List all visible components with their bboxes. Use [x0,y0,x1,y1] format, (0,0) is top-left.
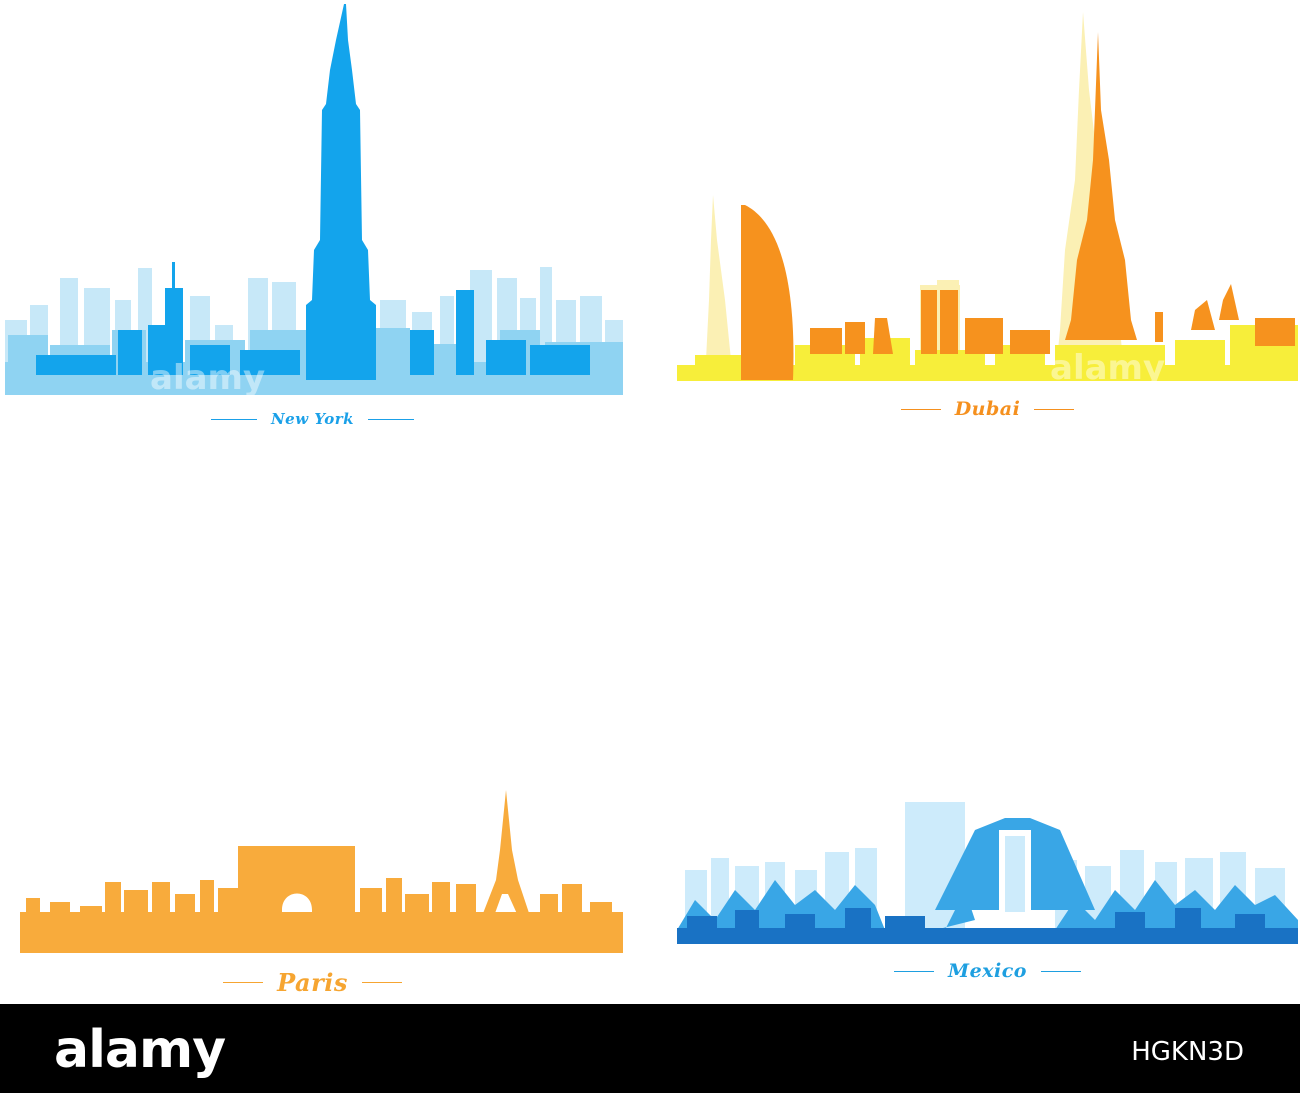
paris-caption: Paris [0,968,625,997]
new-york-caption: New York [0,410,625,428]
caption-rule-right [361,982,402,983]
caption-rule-left [210,418,257,420]
caption-rule-right [1034,408,1075,410]
mexico-panel: Mexico [675,770,1300,1004]
caption-rule-left [900,408,941,410]
dubai-skyline-illustration [677,12,1298,381]
dubai-caption: Dubai [675,398,1300,420]
paris-skyline-illustration [20,790,623,953]
dubai-watermark: alamy [1050,348,1165,388]
mexico-label: Mexico [948,960,1027,982]
watermark-footer-bar: alamy HGKN3D [0,1004,1300,1093]
paris-label: Paris [277,968,348,997]
caption-rule-right [368,418,415,420]
watermark-text: alamy [1050,348,1166,388]
caption-rule-left [894,970,935,972]
new-york-panel: alamy New York [0,0,625,440]
new-york-watermark: alamy [150,358,265,398]
caption-rule-left [223,982,264,983]
stock-image-id: HGKN3D [1131,1037,1244,1067]
new-york-skyline-illustration [5,4,623,395]
mexico-skyline-illustration [677,802,1298,944]
caption-rule-right [1040,970,1081,972]
dubai-panel: alamy Dubai [675,0,1300,440]
dubai-label: Dubai [954,398,1021,420]
brand-logo-text: alamy [54,1020,226,1080]
watermark-text: alamy [150,358,266,398]
mexico-caption: Mexico [675,960,1300,982]
new-york-label: New York [270,410,355,428]
paris-panel: Paris [0,770,625,1004]
